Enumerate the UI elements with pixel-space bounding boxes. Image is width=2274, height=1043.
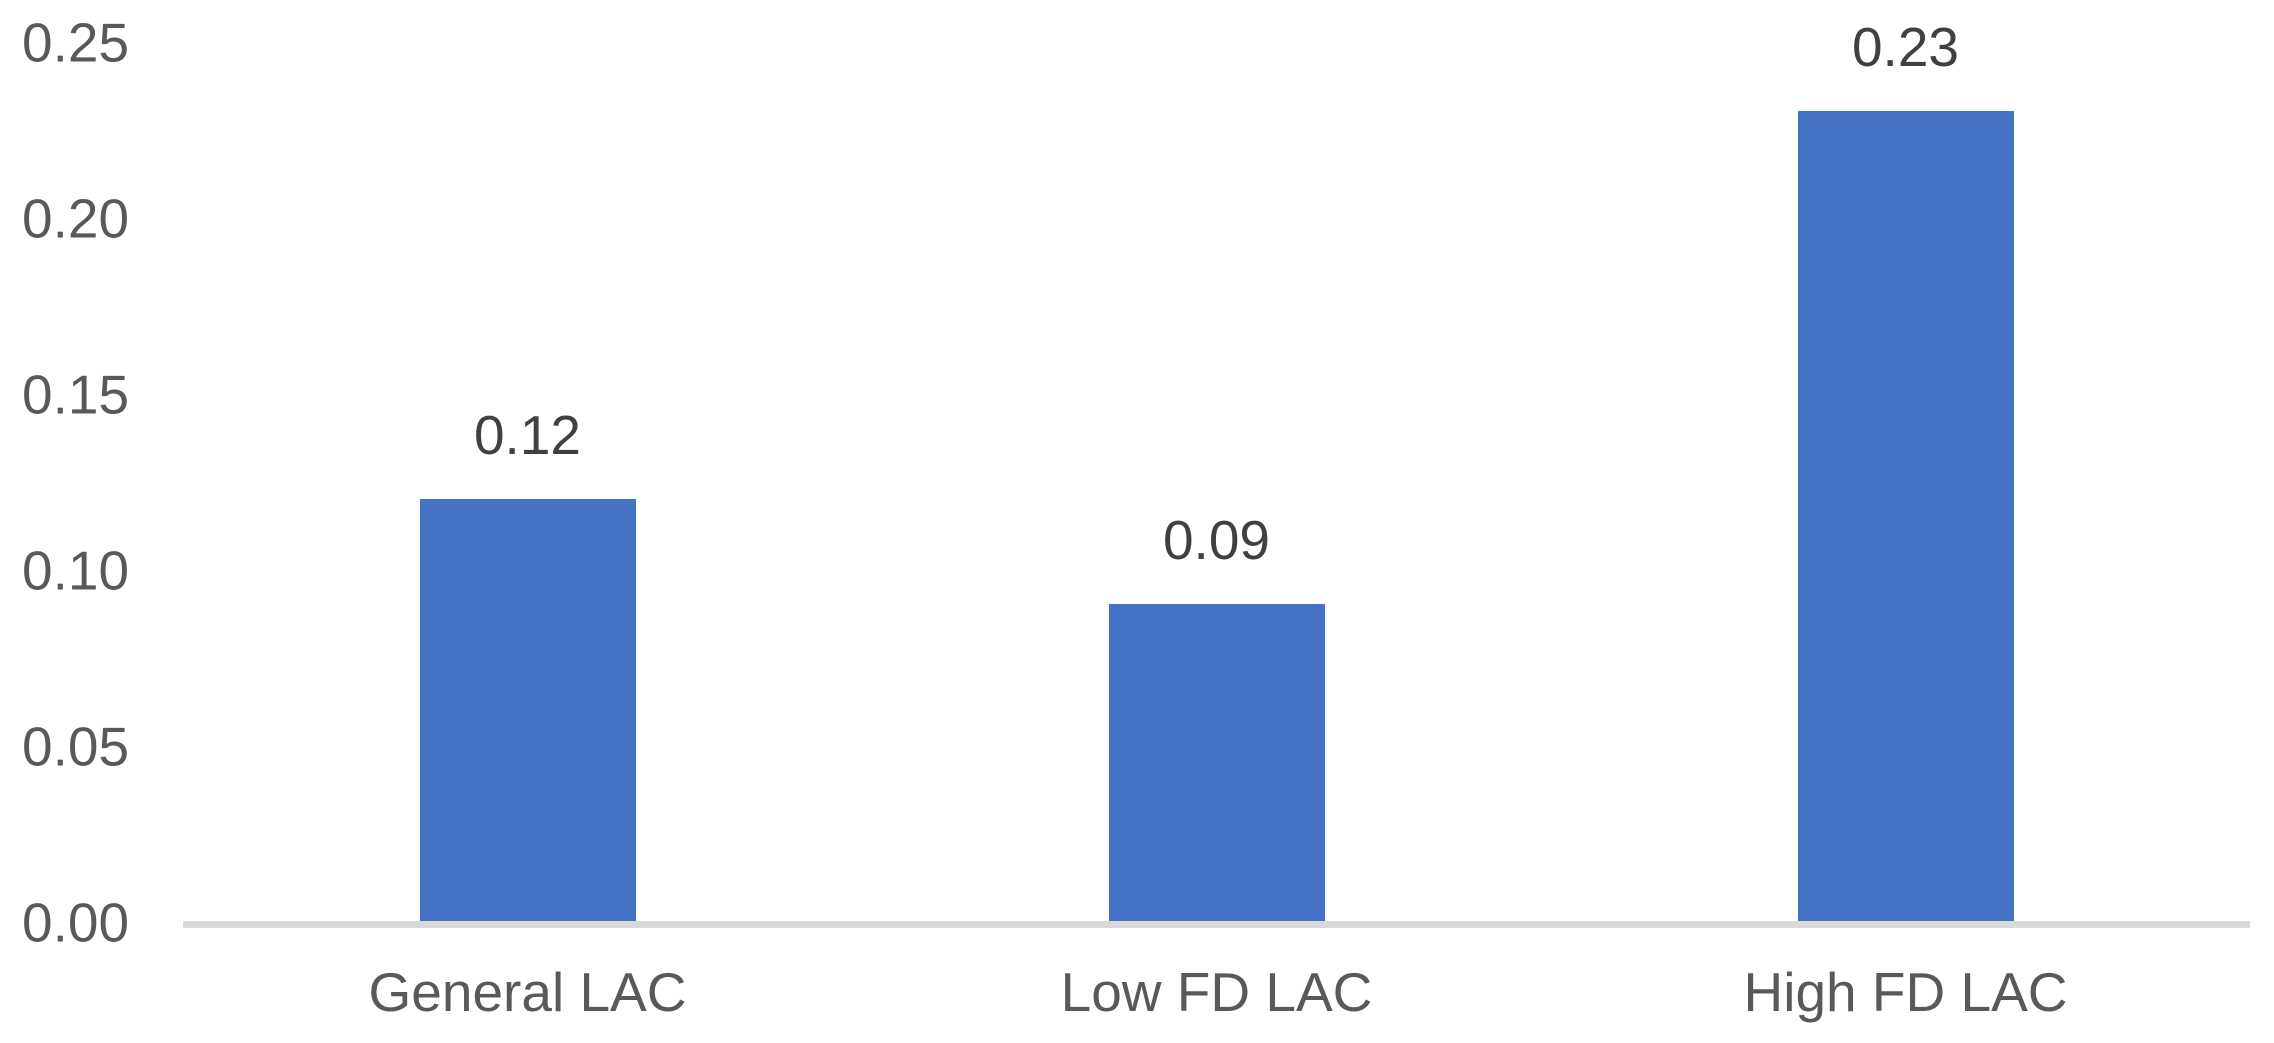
y-tick-label: 0.20	[22, 187, 130, 250]
category-label-low-fd-lac: Low FD LAC	[1060, 961, 1373, 1023]
bar-low-fd-lac	[1108, 604, 1325, 921]
bar-high-fd-lac	[1797, 111, 2014, 921]
y-tick-label: 0.15	[22, 363, 130, 426]
bar-group-high-fd-lac: 0.23	[1561, 20, 2250, 921]
y-tick-label: 0.00	[22, 891, 130, 954]
bar-general-lac	[419, 499, 636, 921]
x-axis-labels: General LAC Low FD LAC High FD LAC	[183, 962, 2250, 1023]
y-tick-label: 0.05	[22, 715, 130, 778]
data-label: 0.12	[473, 404, 582, 466]
y-tick-label: 0.25	[22, 11, 130, 74]
data-label: 0.23	[1851, 16, 1960, 78]
bar-group-low-fd-lac: 0.09	[872, 513, 1561, 921]
category-label-general-lac: General LAC	[368, 961, 687, 1023]
bar-group-general-lac: 0.12	[183, 408, 872, 921]
y-tick-label: 0.10	[22, 539, 130, 602]
plot-area: 0.12 0.09 0.23	[183, 0, 2250, 921]
x-axis-line	[183, 921, 2250, 928]
data-label: 0.09	[1162, 509, 1271, 571]
category-label-high-fd-lac: High FD LAC	[1743, 961, 2068, 1023]
